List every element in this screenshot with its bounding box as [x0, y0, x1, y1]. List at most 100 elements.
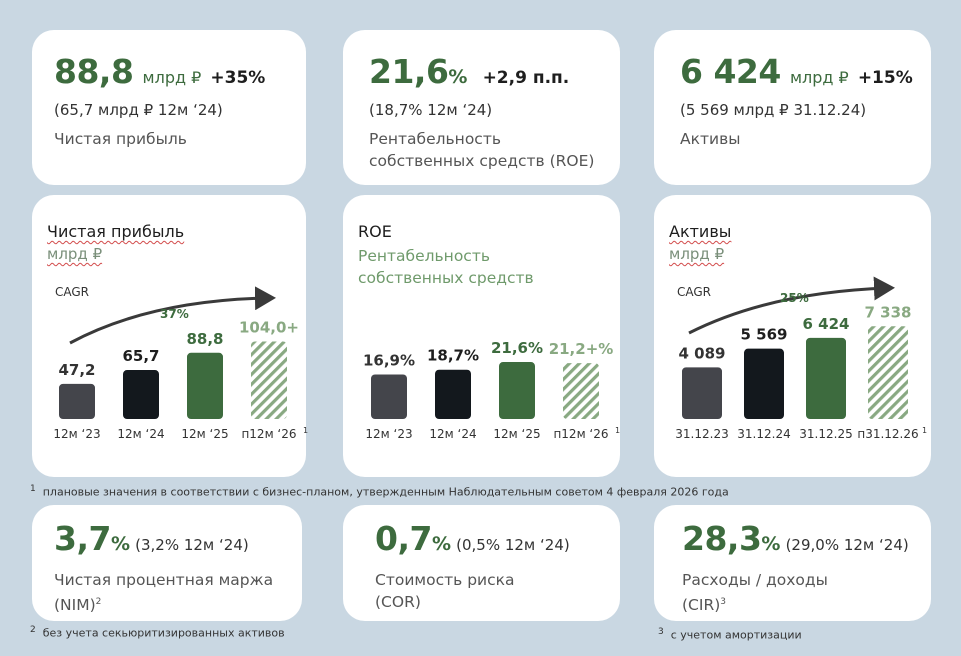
kpi-label-line2: (NIM)2 — [54, 596, 102, 615]
footnote-1: 1 плановые значения в соответствии с биз… — [30, 484, 729, 499]
footnote-mark: 1 — [615, 426, 620, 435]
kpi-unit: % — [110, 533, 131, 555]
kpi-label: Активы — [680, 130, 741, 148]
kpi-value: 3,7 — [54, 519, 111, 558]
category-label: п12м ‘26 — [553, 427, 608, 441]
bar-3-2 — [744, 348, 784, 419]
cagr-label: CAGR — [55, 285, 90, 299]
bar-value-label: 6 424 — [803, 315, 850, 333]
kpi-prev: (65,7 млрд ₽ 12м ‘24) — [54, 101, 223, 119]
category-label: 31.12.25 — [799, 427, 852, 441]
kpi-label-line1: Стоимость риска — [375, 571, 515, 589]
bar-3-1 — [682, 367, 722, 419]
bar-1-3 — [187, 352, 223, 419]
kpi-card-assets: 6 424 млрд ₽ +15% (5 569 млрд ₽ 31.12.24… — [654, 30, 931, 185]
bar-2-3 — [499, 362, 535, 419]
kpi-unit: % — [761, 533, 781, 555]
kpi-main-line: 0,7% (0,5% 12м ‘24) — [375, 519, 570, 558]
bar-3-3 — [806, 337, 846, 419]
kpi-value: 28,3 — [682, 519, 762, 558]
bar-2-2 — [435, 369, 471, 419]
category-label: 12м ‘25 — [181, 427, 228, 441]
category-label: 12м ‘25 — [493, 427, 540, 441]
bar-1-4 — [251, 341, 287, 419]
kpi-main-line: 88,8 млрд ₽ +35% — [54, 52, 265, 91]
bar-value-label: 21,2+% — [549, 340, 614, 358]
kpi-unit: % — [448, 66, 468, 88]
category-label: п31.12.26 — [857, 427, 918, 441]
kpi-card-roe: 21,6% +2,9 п.п. (18,7% 12м ‘24) Рентабел… — [343, 30, 620, 185]
kpi-prev: (5 569 млрд ₽ 31.12.24) — [680, 101, 867, 119]
bar-value-label: 18,7% — [427, 347, 479, 365]
kpi-prev: (29,0% 12м ‘24) — [785, 536, 909, 554]
kpi-main-line: 28,3% (29,0% 12м ‘24) — [682, 519, 909, 558]
bar-value-label: 4 089 — [679, 344, 726, 362]
kpi-unit: млрд ₽ — [789, 68, 849, 87]
kpi-label-line2: (COR) — [375, 593, 421, 611]
kpi-label-line1: Расходы / доходы — [682, 571, 828, 589]
bar-value-label: 7 338 — [865, 303, 912, 321]
bar-value-label: 65,7 — [122, 347, 159, 365]
bar-value-label: 5 569 — [741, 326, 788, 344]
chart-subtitle-line1: Рентабельность — [358, 247, 490, 265]
cagr-label: CAGR — [677, 285, 712, 299]
kpi-value: 0,7 — [375, 519, 432, 558]
bar-value-label: 47,2 — [58, 361, 95, 379]
chart-title: Активы — [669, 222, 732, 241]
category-label: 12м ‘23 — [53, 427, 100, 441]
kpi-value: 21,6 — [369, 52, 449, 91]
kpi-value: 6 424 — [680, 52, 781, 91]
category-label: 12м ‘24 — [117, 427, 164, 441]
kpi-prev: (18,7% 12м ‘24) — [369, 101, 493, 119]
kpi-label: Чистая прибыль — [54, 130, 187, 148]
footnote-mark: 1 — [922, 426, 927, 435]
kpi-prev: (3,2% 12м ‘24) — [135, 536, 249, 554]
kpi-delta: +2,9 п.п. — [482, 68, 570, 88]
kpi-card-nim: 3,7% (3,2% 12м ‘24) Чистая процентная ма… — [32, 505, 302, 621]
bar-3-4 — [868, 326, 908, 419]
category-label: 12м ‘23 — [365, 427, 412, 441]
chart-unit: млрд ₽ — [669, 245, 725, 263]
chart-unit: млрд ₽ — [47, 245, 103, 263]
footnote-3: 3 с учетом амортизации — [658, 627, 802, 642]
category-label: 12м ‘24 — [429, 427, 476, 441]
kpi-label-line1: Рентабельность — [369, 130, 501, 148]
kpi-label-line1: Чистая процентная маржа — [54, 571, 274, 589]
kpi-label-line2: собственных средств (ROE) — [369, 152, 595, 170]
cagr-value: 37% — [160, 307, 189, 321]
kpi-unit: млрд ₽ — [142, 68, 202, 87]
kpi-card-cir: 28,3% (29,0% 12м ‘24) Расходы / доходы (… — [654, 505, 931, 621]
bar-1-1 — [59, 383, 95, 419]
kpi-main-line: 21,6% +2,9 п.п. — [369, 52, 569, 91]
kpi-delta: +35% — [210, 68, 266, 88]
kpi-main-line: 6 424 млрд ₽ +15% — [680, 52, 913, 91]
chart-card-roe — [343, 195, 620, 477]
cagr-arrow — [688, 276, 895, 335]
kpi-delta: +15% — [857, 68, 913, 88]
bar-value-label: 88,8 — [186, 330, 223, 348]
bar-2-4 — [563, 363, 599, 419]
kpi-label-line2: (CIR)3 — [682, 596, 726, 615]
kpi-prev: (0,5% 12м ‘24) — [456, 536, 570, 554]
bar-2-1 — [371, 374, 407, 419]
bar-value-label: 104,0+ — [239, 318, 299, 336]
kpi-value: 88,8 — [54, 52, 134, 91]
kpi-card-net-profit: 88,8 млрд ₽ +35% (65,7 млрд ₽ 12м ‘24) Ч… — [32, 30, 306, 185]
category-label: 31.12.24 — [737, 427, 790, 441]
cagr-value: 25% — [780, 291, 809, 305]
bar-1-2 — [123, 370, 159, 419]
category-label: 31.12.23 — [675, 427, 728, 441]
chart-card-net-profit — [32, 195, 306, 477]
chart-title: ROE — [358, 222, 392, 241]
kpi-unit: % — [431, 533, 452, 555]
chart-title: Чистая прибыль — [47, 222, 185, 241]
footnote-2: 2 без учета секьюритизированных активов — [30, 625, 285, 640]
chart-subtitle-line2: собственных средств — [358, 269, 534, 287]
kpi-main-line: 3,7% (3,2% 12м ‘24) — [54, 519, 249, 558]
kpi-card-cor: 0,7% (0,5% 12м ‘24) Стоимость риска (COR… — [343, 505, 620, 621]
footnote-mark: 1 — [303, 426, 308, 435]
cagr-arrow — [69, 286, 276, 345]
category-label: п12м ‘26 — [241, 427, 296, 441]
bar-value-label: 21,6% — [491, 339, 543, 357]
